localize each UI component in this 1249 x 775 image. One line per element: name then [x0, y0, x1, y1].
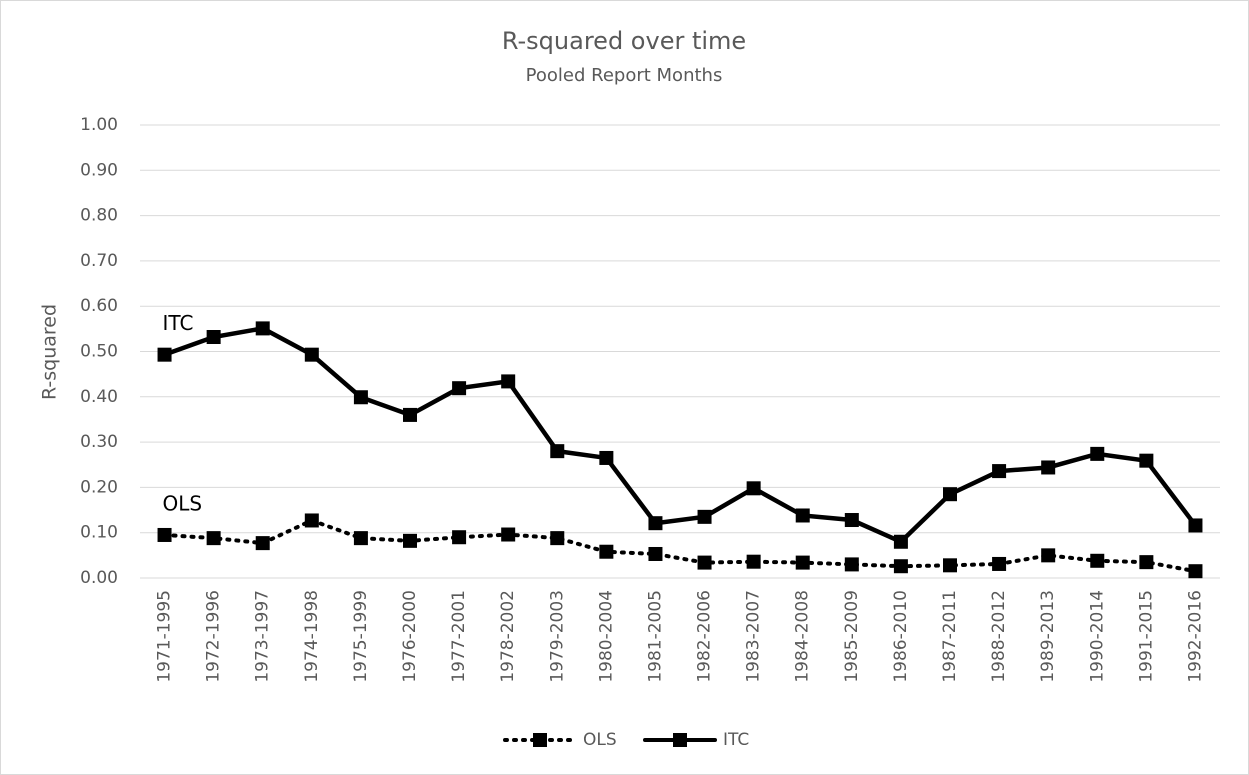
data-point	[1090, 446, 1105, 461]
x-tick-label: 1980-2004	[596, 590, 616, 683]
y-tick-label: 0.40	[80, 387, 118, 407]
x-tick-label: 1977-2001	[449, 590, 469, 683]
data-point	[844, 513, 859, 528]
data-point	[403, 407, 417, 422]
x-tick-label: 1988-2012	[989, 590, 1009, 683]
data-point	[304, 347, 319, 362]
data-point	[599, 450, 614, 465]
data-point	[304, 513, 319, 528]
x-tick-label: 1983-2007	[744, 590, 764, 683]
x-tick-label: 1990-2014	[1087, 590, 1107, 683]
x-tick-label: 1989-2013	[1038, 590, 1058, 683]
data-point	[1139, 555, 1154, 570]
data-point	[795, 555, 810, 570]
data-point	[844, 557, 859, 572]
x-tick-label: 1979-2003	[547, 590, 567, 683]
data-point	[550, 444, 565, 459]
x-tick-label: 1991-2015	[1136, 590, 1156, 683]
data-point	[206, 330, 221, 345]
x-tick-label: 1984-2008	[793, 590, 813, 683]
x-tick-label: 1978-2002	[498, 590, 518, 683]
data-point	[501, 374, 516, 389]
data-point	[1090, 553, 1105, 568]
y-tick-label: 1.00	[80, 115, 118, 135]
x-tick-label: 1987-2011	[940, 590, 960, 683]
data-point	[1188, 564, 1203, 579]
y-tick-label: 0.00	[80, 568, 118, 588]
data-point	[648, 546, 663, 561]
y-tick-label: 0.80	[80, 206, 118, 226]
data-point	[943, 487, 957, 502]
data-point	[1139, 453, 1154, 468]
data-point	[893, 534, 908, 549]
data-point	[452, 381, 467, 396]
y-tick-label: 0.50	[80, 342, 118, 362]
data-point	[599, 544, 614, 559]
data-point	[648, 516, 663, 531]
data-point	[1041, 548, 1056, 563]
x-tick-label: 1992-2016	[1185, 590, 1205, 683]
x-tick-label: 1974-1998	[302, 590, 322, 683]
x-tick-label: 1986-2010	[891, 590, 911, 683]
data-point	[697, 555, 712, 570]
data-point	[992, 464, 1007, 479]
chart-subtitle: Pooled Report Months	[526, 65, 723, 86]
data-point	[206, 531, 221, 546]
y-tick-label: 0.20	[80, 477, 118, 497]
data-point	[452, 530, 467, 545]
data-point	[1188, 518, 1203, 533]
legend-label: ITC	[723, 730, 749, 750]
y-axis-label: R-squared	[39, 304, 61, 400]
data-point	[157, 527, 172, 542]
data-point	[746, 554, 761, 569]
data-point	[992, 556, 1007, 571]
data-point	[501, 527, 516, 542]
legend-marker	[673, 733, 687, 747]
chart-title: R-squared over time	[502, 27, 746, 55]
data-point	[550, 531, 565, 546]
data-point	[353, 531, 368, 546]
y-tick-label: 0.70	[80, 251, 118, 271]
data-point	[943, 558, 957, 573]
data-point	[893, 559, 908, 574]
series-line	[162, 326, 1198, 545]
data-point	[795, 508, 810, 523]
annotation: OLS	[163, 491, 203, 515]
y-tick-label: 0.60	[80, 296, 118, 316]
legend-marker	[533, 733, 547, 747]
x-tick-label: 1971-1995	[155, 590, 175, 683]
annotation: ITC	[163, 311, 194, 335]
data-point	[255, 536, 270, 551]
data-point	[403, 533, 417, 548]
x-tick-label: 1981-2005	[645, 590, 665, 683]
data-point	[1041, 460, 1056, 475]
data-point	[697, 509, 712, 524]
data-point	[255, 321, 270, 336]
y-tick-label: 0.10	[80, 523, 118, 543]
x-tick-label: 1982-2006	[695, 590, 715, 683]
x-tick-label: 1973-1997	[253, 590, 273, 683]
x-tick-label: 1972-1996	[204, 590, 224, 683]
y-tick-label: 0.30	[80, 432, 118, 452]
y-tick-label: 0.90	[80, 160, 118, 180]
legend-label: OLS	[583, 730, 617, 750]
x-tick-label: 1975-1999	[351, 590, 371, 683]
data-point	[353, 390, 368, 405]
x-tick-label: 1985-2009	[842, 590, 862, 683]
data-point	[157, 347, 172, 362]
x-tick-label: 1976-2000	[400, 590, 420, 683]
series-line	[162, 518, 1198, 574]
data-point	[746, 481, 761, 496]
